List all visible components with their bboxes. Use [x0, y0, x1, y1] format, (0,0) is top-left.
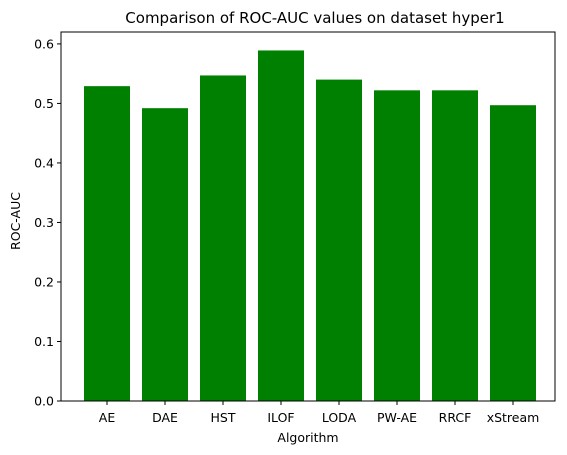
y-tick-label: 0.5 [34, 96, 54, 111]
bar-ae [84, 86, 130, 402]
x-tick-label: DAE [152, 410, 178, 425]
y-tick-label: 0.1 [34, 334, 54, 349]
x-tick-label: HST [211, 410, 236, 425]
x-axis-ticks: AE DAE HST ILOF LODA PW-AE RRCF xStream [99, 401, 540, 425]
x-tick-label: AE [99, 410, 116, 425]
bar-rrcf [432, 90, 478, 401]
bar-dae [142, 108, 188, 401]
y-tick-label: 0.6 [34, 36, 54, 51]
chart-title: Comparison of ROC-AUC values on dataset … [125, 9, 504, 27]
y-tick-label: 0.3 [34, 215, 54, 230]
bar-xstream [490, 105, 536, 402]
y-axis-label: ROC-AUC [8, 192, 23, 250]
bars-group [84, 50, 536, 402]
y-axis-ticks: 0.0 0.1 0.2 0.3 0.4 0.5 0.6 [34, 36, 61, 409]
bar-ilof [258, 50, 304, 401]
bar-pw-ae [374, 90, 420, 401]
y-tick-label: 0.4 [34, 155, 54, 170]
x-tick-label: PW-AE [377, 410, 417, 425]
y-tick-label: 0.0 [34, 394, 54, 409]
x-tick-label: RRCF [439, 410, 472, 425]
bar-loda [316, 79, 362, 401]
x-axis-label: Algorithm [277, 430, 338, 445]
bar-hst [200, 75, 246, 401]
plot-frame [60, 31, 556, 402]
x-tick-label: ILOF [267, 410, 294, 425]
x-tick-label: LODA [322, 410, 357, 425]
x-tick-label: xStream [487, 410, 540, 425]
y-tick-label: 0.2 [34, 274, 54, 289]
